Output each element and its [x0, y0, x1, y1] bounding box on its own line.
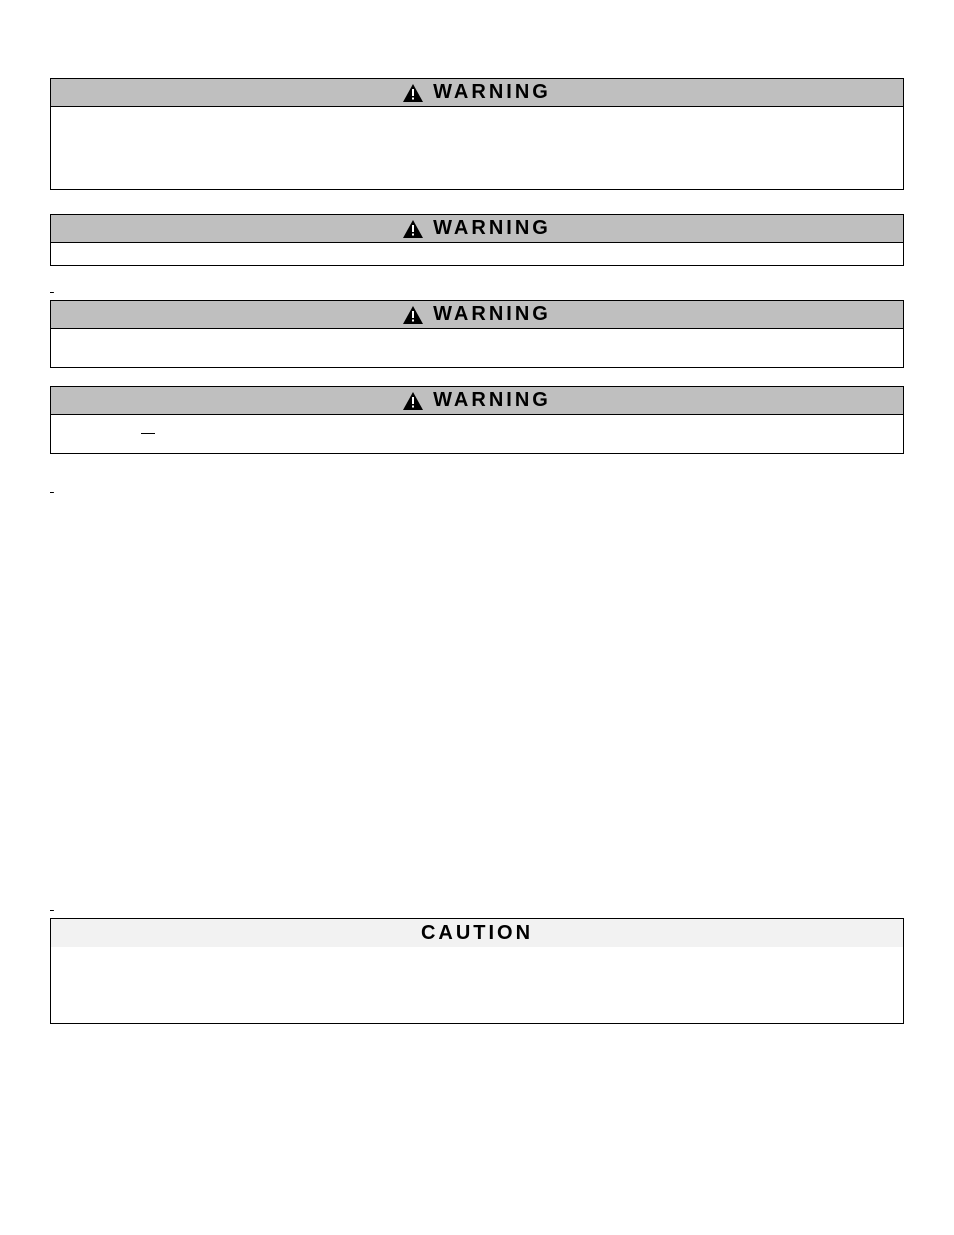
- warning-body: [51, 243, 903, 265]
- warning-body: [51, 107, 903, 189]
- warning-triangle-icon: [403, 306, 423, 324]
- caution-header: CAUTION: [51, 919, 903, 947]
- caution-body: [51, 947, 903, 1023]
- section-title: [50, 278, 235, 294]
- warning-body: [51, 329, 903, 367]
- warning-header: WARNING: [51, 387, 903, 415]
- warning-box: WARNING: [50, 214, 904, 266]
- dash-mark: [141, 433, 155, 434]
- caution-box: CAUTION: [50, 918, 904, 1024]
- caution-label: CAUTION: [421, 922, 533, 945]
- warning-box: WARNING: [50, 386, 904, 454]
- body-text-block: [50, 498, 904, 878]
- warning-body: [51, 415, 903, 453]
- section-title: [50, 896, 430, 912]
- warning-header: WARNING: [51, 215, 903, 243]
- warning-box: WARNING: [50, 78, 904, 190]
- section-title: [50, 478, 450, 494]
- warning-header: WARNING: [51, 301, 903, 329]
- warning-header: WARNING: [51, 79, 903, 107]
- warning-label: WARNING: [433, 81, 551, 104]
- warning-label: WARNING: [433, 303, 551, 326]
- warning-triangle-icon: [403, 84, 423, 102]
- warning-triangle-icon: [403, 392, 423, 410]
- warning-triangle-icon: [403, 220, 423, 238]
- warning-label: WARNING: [433, 389, 551, 412]
- warning-label: WARNING: [433, 217, 551, 240]
- warning-box: WARNING: [50, 300, 904, 368]
